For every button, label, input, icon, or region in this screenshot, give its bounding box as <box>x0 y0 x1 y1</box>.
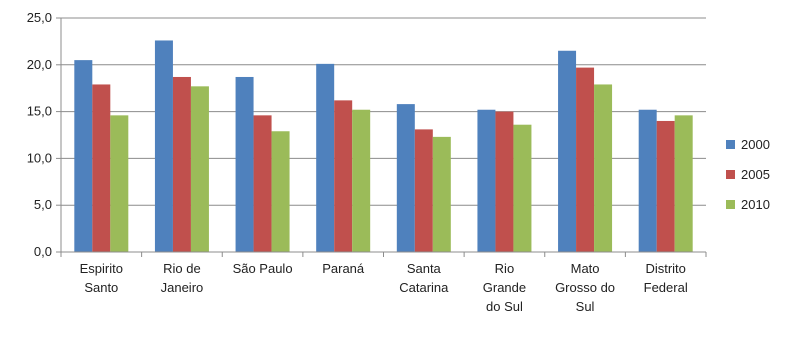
legend-swatch-2010 <box>726 200 735 209</box>
legend-swatch-2000 <box>726 140 735 149</box>
y-tick-label: 0,0 <box>34 244 52 259</box>
bar-2005-0 <box>92 84 111 253</box>
bar-2010-3 <box>352 109 371 252</box>
bar-2010-7 <box>674 115 693 253</box>
bar-2005-6 <box>576 67 595 252</box>
bar-2000-5 <box>477 109 496 252</box>
axes <box>60 18 707 257</box>
bar-2005-2 <box>253 115 272 253</box>
x-axis-category-labels: Espirito Santo Rio de Janeiro São Paulo Paran… <box>80 261 688 314</box>
category-label: São Paulo <box>233 261 293 276</box>
category-label: Santa Catarina <box>399 261 449 295</box>
bars <box>74 40 693 253</box>
bar-2010-5 <box>513 124 532 252</box>
category-label: Mato Grosso do Sul <box>555 261 615 314</box>
bar-2000-6 <box>558 50 577 253</box>
y-axis-ticks: 0,0 5,0 10,0 15,0 20,0 25,0 <box>27 10 61 259</box>
bar-2005-7 <box>656 120 675 253</box>
y-tick-label: 10,0 <box>27 150 52 165</box>
bar-2010-4 <box>432 136 451 252</box>
bar-2000-3 <box>316 63 335 252</box>
bar-2005-3 <box>334 100 353 252</box>
category-label: Paraná <box>322 261 365 276</box>
bar-2010-1 <box>190 86 209 252</box>
bar-2005-5 <box>495 111 514 252</box>
bar-2000-1 <box>154 40 173 252</box>
category-label: Rio de Janeiro <box>161 261 204 295</box>
y-tick-label: 20,0 <box>27 57 52 72</box>
bar-2010-6 <box>594 84 613 253</box>
legend-swatch-2005 <box>726 170 735 179</box>
category-label: Rio Grande do Sul <box>483 261 526 314</box>
y-tick-label: 25,0 <box>27 10 52 25</box>
bar-2005-4 <box>414 129 433 252</box>
bar-2000-4 <box>396 104 415 252</box>
bar-2000-2 <box>235 76 254 252</box>
legend: 2000 2005 2010 <box>726 137 770 212</box>
category-label: Espirito Santo <box>80 261 123 295</box>
legend-label-2010: 2010 <box>741 197 770 212</box>
category-label: Distrito Federal <box>644 261 688 295</box>
bar-2000-7 <box>638 109 657 252</box>
legend-label-2005: 2005 <box>741 167 770 182</box>
legend-label-2000: 2000 <box>741 137 770 152</box>
bar-2000-0 <box>74 60 93 253</box>
y-tick-label: 15,0 <box>27 104 52 119</box>
bar-2010-2 <box>271 131 290 252</box>
bar-2010-0 <box>110 115 129 253</box>
bar-2005-1 <box>172 76 191 252</box>
y-tick-label: 5,0 <box>34 197 52 212</box>
